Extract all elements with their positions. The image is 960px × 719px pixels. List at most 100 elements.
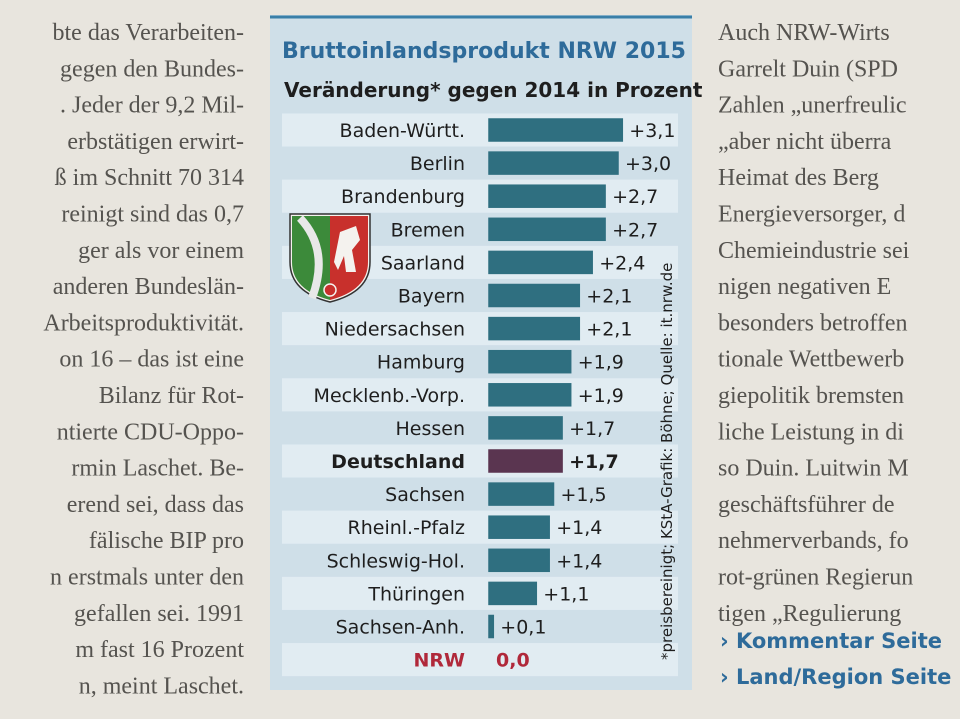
coat-of-arms [289,213,371,303]
row-stripe [282,179,678,213]
article-line: bte das Verarbeiten- [53,20,244,46]
article-line: Energieversorger, d [718,202,905,228]
category-label: Thüringen [367,583,465,605]
value-label: +1,9 [578,352,624,374]
value-label: +2,1 [586,319,632,341]
category-label: Bremen [391,219,465,241]
article-line: nehmerverbands, fo [718,528,909,554]
shield-horse [334,226,360,272]
article-line: besonders betroffen [718,310,908,336]
category-label: Niedersachsen [325,319,465,341]
article-line: liche Leistung in di [718,419,904,445]
category-label: NRW [414,650,466,672]
category-label: Deutschland [331,451,465,473]
category-label: Hamburg [377,352,465,374]
article-line: . Jeder der 9,2 Mil- [60,93,244,119]
category-label: Sachsen-Anh. [336,617,465,639]
rows: Baden-Württ. +3,1 Berlin +3,0 Brandenburg +2,… [282,113,678,677]
bar [488,250,593,275]
row-stripe [282,510,678,544]
article-line: Heimat des Berg [718,165,879,191]
source-note: *preisbereinigt; KStA-Grafik: Böhne; Que… [658,263,676,660]
category-label: Berlin [410,153,465,175]
value-label: +2,4 [599,252,645,274]
bar [488,349,572,374]
value-label: +1,1 [543,583,589,605]
value-label: +3,0 [625,153,671,175]
article-line: fälische BIP pro [89,528,244,554]
article-line: ger als vor einem [78,238,244,264]
article-line: Zahlen „unerfreulic [718,93,907,119]
chart-title: Bruttoinlandsprodukt NRW 2015 [282,39,686,64]
article-line: ntierte CDU-Oppo- [57,419,244,445]
value-label: +1,5 [561,484,607,506]
category-label: Saarland [381,252,465,274]
value-label: +1,4 [556,550,602,572]
article-line: reinigt sind das 0,7 [61,202,244,228]
category-label: Schleswig-Hol. [327,550,465,572]
article-link: › Land/Region Seite [720,665,951,689]
bar [488,383,572,407]
bar [488,151,619,175]
article-line: erend sei, dass das [67,492,244,518]
bar [488,482,555,506]
row-stripe [282,378,678,412]
article-line: n, meint Laschet. [79,673,244,699]
category-label: Sachsen [385,484,465,506]
article-line: gegen den Bundes- [60,56,244,82]
bar [488,614,495,639]
category-label: Mecklenb.-Vorp. [314,385,465,407]
bar [488,449,563,473]
category-label: Baden-Württ. [340,120,465,142]
value-label: +1,4 [556,517,602,539]
value-label: +2,7 [612,186,658,208]
row-stripe [282,312,678,346]
value-label: +0,1 [500,617,546,639]
article-line: „aber nicht überra [718,129,892,155]
article-line: Arbeitsproduktivität. [43,310,244,336]
article-line: m fast 16 Prozent [75,637,244,663]
bar [488,118,624,142]
category-label: Bayern [398,286,465,308]
bar [488,581,538,606]
article-line: Bilanz für Rot- [99,383,244,409]
article-line: n erstmals unter den [50,565,244,591]
article-line: Garrelt Duin (SPD [718,56,898,82]
bar [488,316,581,341]
article-line: anderen Bundeslän- [53,274,244,300]
value-label: +2,1 [586,286,632,308]
row-stripe [282,444,678,478]
article-line: rmin Laschet. Be- [71,456,244,482]
value-label: +3,1 [629,120,675,142]
bar [488,283,581,308]
article-line: nigen negativen E [718,274,891,300]
category-label: Hessen [395,418,465,440]
article-line: tionale Wettbewerb [718,347,904,373]
columns: bte das Verarbeiten-gegen den Bundes- . J… [43,20,951,699]
article-line: giepolitik bremsten [718,383,904,409]
bar [488,184,606,208]
category-label: Brandenburg [341,186,465,208]
bar [488,548,550,573]
article-link: › Kommentar Seite [720,629,942,653]
article-line: Auch NRW-Wirts [718,20,890,46]
value-label: +1,7 [569,451,619,473]
bar [488,217,606,242]
value-label: +1,9 [578,385,624,407]
article-line: gefallen sei. 1991 [74,601,244,627]
shield-river [296,215,323,300]
chart-subtitle: Veränderung* gegen 2014 in Prozent [284,78,703,102]
row-stripe [282,643,678,677]
article-line: tigen „Regulierung [718,601,901,627]
article-line: Chemieindustrie sei [718,238,910,264]
article-line: ß im Schnitt 70 314 [55,165,244,191]
category-label: Rheinl.-Pfalz [348,517,465,539]
value-label: 0,0 [496,650,530,672]
shield-rose [323,283,337,297]
article-line: so Duin. Luitwin M [718,456,909,482]
value-label: +2,7 [612,219,658,241]
article-line: geschäftsführer de [718,492,895,518]
bar [488,416,563,440]
value-label: +1,7 [569,418,615,440]
